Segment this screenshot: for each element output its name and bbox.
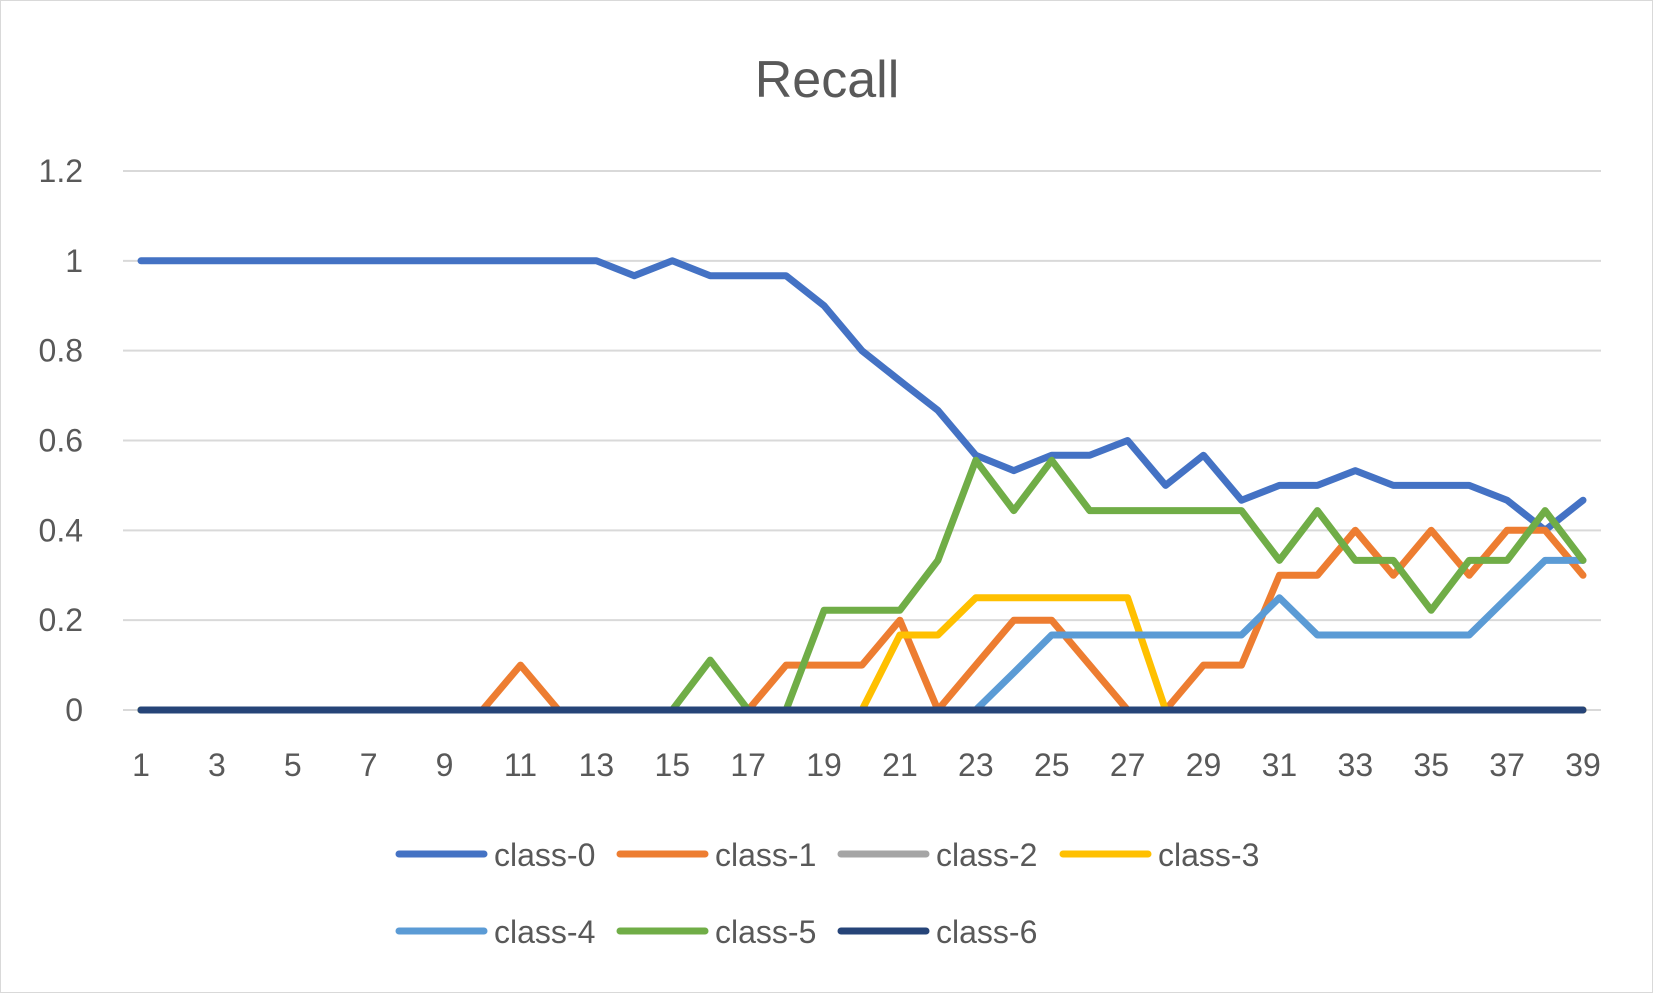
legend-item-class-1: class-1 [616, 837, 816, 873]
y-tick-label: 0.4 [39, 512, 83, 548]
legend-item-class-0: class-0 [395, 837, 595, 873]
x-tick-label: 21 [882, 747, 918, 783]
legend-label: class-2 [936, 837, 1037, 873]
legend-item-class-3: class-3 [1059, 837, 1259, 873]
legend: class-0 class-1 class-2 class-3 class-4 class… [395, 837, 1259, 950]
x-tick-label: 23 [958, 747, 994, 783]
legend-item-class-4: class-4 [395, 914, 595, 950]
y-tick-label: 1 [65, 243, 83, 279]
legend-label: class-6 [936, 914, 1037, 950]
x-tick-label: 31 [1262, 747, 1298, 783]
gridlines [123, 170, 1601, 711]
series-line-class-3 [137, 594, 1587, 714]
legend-label: class-5 [715, 914, 816, 950]
legend-item-class-2: class-2 [837, 837, 1037, 873]
x-tick-label: 25 [1034, 747, 1070, 783]
x-tick-label: 29 [1186, 747, 1222, 783]
x-tick-label: 13 [579, 747, 615, 783]
legend-item-class-6: class-6 [837, 914, 1037, 950]
legend-item-class-5: class-5 [616, 914, 816, 950]
x-tick-label: 39 [1565, 747, 1601, 783]
x-tick-label: 27 [1110, 747, 1146, 783]
x-axis-ticks: 1 3 5 7 9 11 13 15 17 19 21 23 25 27 29 31 33 35 37 39 [132, 747, 1601, 783]
x-tick-label: 9 [436, 747, 454, 783]
x-tick-label: 37 [1489, 747, 1525, 783]
y-tick-label: 0.6 [39, 423, 83, 459]
x-tick-label: 17 [730, 747, 766, 783]
series-lines [137, 257, 1587, 714]
y-tick-label: 0.8 [39, 333, 83, 369]
series-line-class-5 [137, 456, 1587, 714]
x-tick-label: 5 [284, 747, 302, 783]
x-tick-label: 33 [1338, 747, 1374, 783]
y-axis-ticks: 0 0.2 0.4 0.6 0.8 1 1.2 [39, 153, 83, 728]
x-tick-label: 19 [806, 747, 842, 783]
x-tick-label: 15 [654, 747, 690, 783]
x-tick-label: 11 [504, 747, 537, 783]
y-tick-label: 0 [65, 692, 83, 728]
chart-title: Recall [755, 51, 900, 109]
y-tick-label: 1.2 [39, 153, 83, 189]
legend-label: class-0 [494, 837, 595, 873]
x-tick-label: 35 [1413, 747, 1449, 783]
legend-label: class-1 [715, 837, 816, 873]
x-tick-label: 3 [208, 747, 226, 783]
legend-label: class-3 [1158, 837, 1259, 873]
x-tick-label: 1 [132, 747, 150, 783]
series-line-class-4 [137, 556, 1587, 714]
x-tick-label: 7 [360, 747, 378, 783]
legend-label: class-4 [494, 914, 595, 950]
y-tick-label: 0.2 [39, 602, 83, 638]
series-line-class-0 [137, 257, 1587, 534]
